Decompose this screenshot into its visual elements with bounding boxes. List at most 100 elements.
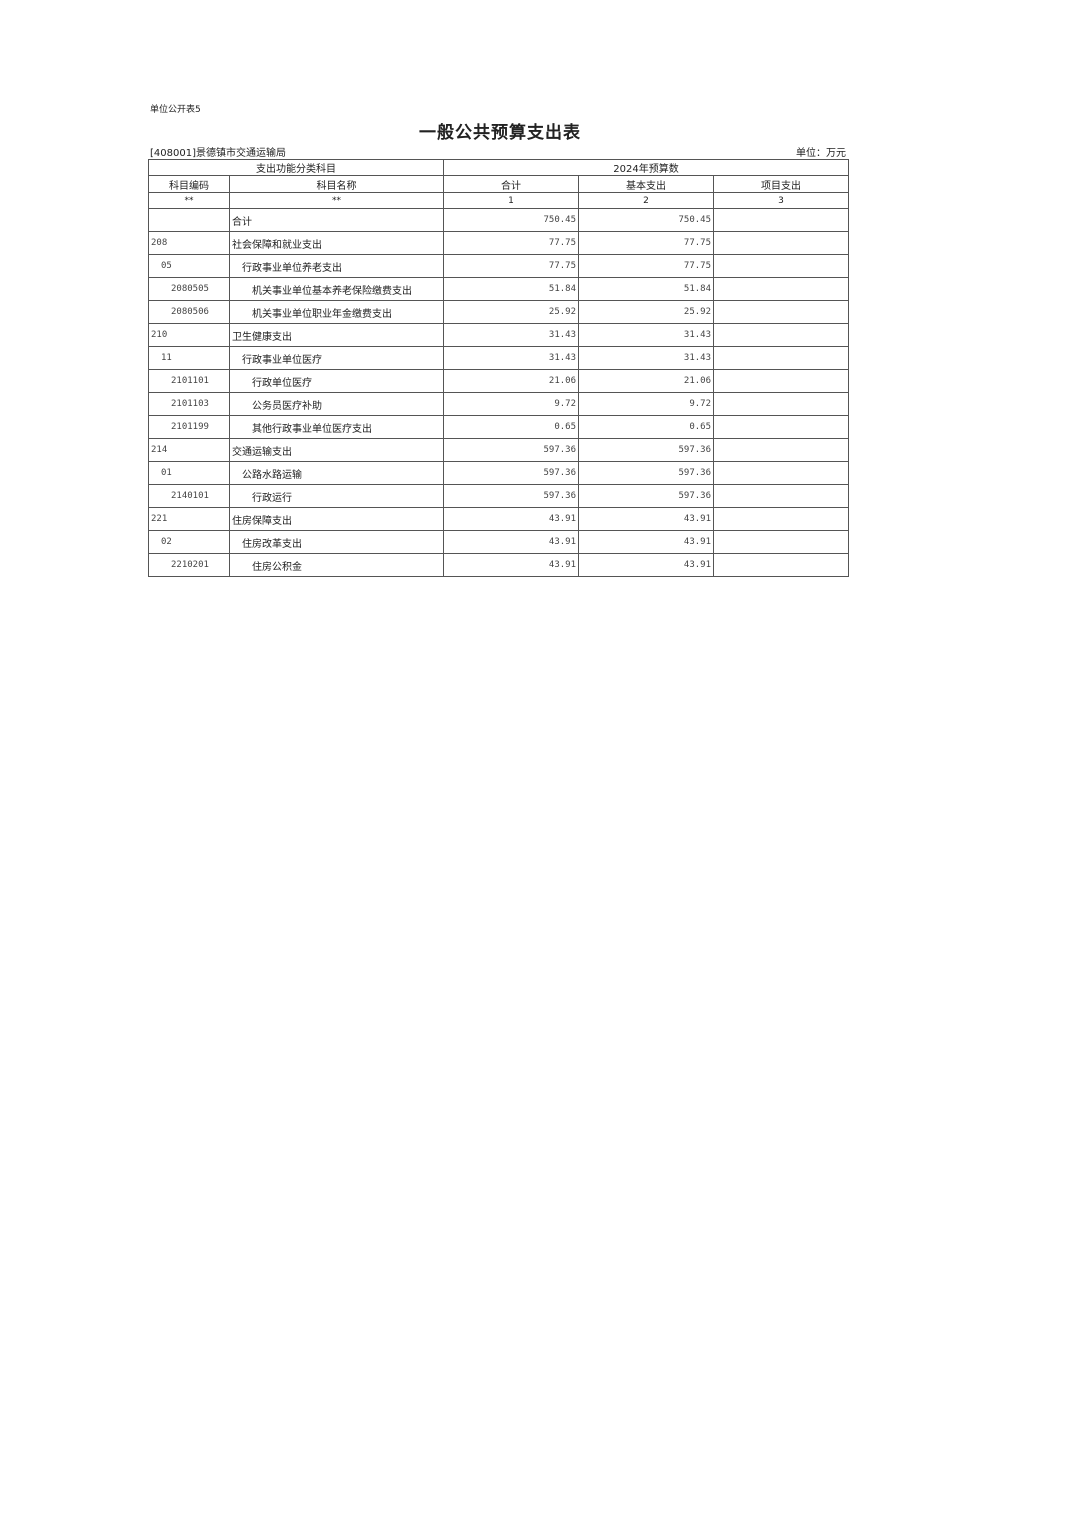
code-cell: 05 — [148, 254, 230, 278]
form-number: 单位公开表5 — [150, 105, 201, 115]
code-cell: 2140101 — [148, 484, 230, 508]
project-cell — [713, 392, 849, 416]
basic-cell: 31.43 — [578, 323, 714, 347]
project-cell — [713, 553, 849, 577]
project-cell — [713, 484, 849, 508]
project-cell — [713, 323, 849, 347]
name-cell: 合计 — [229, 208, 444, 232]
total-cell: 9.72 — [443, 392, 579, 416]
header-name-mark: ** — [229, 192, 444, 209]
basic-cell: 0.65 — [578, 415, 714, 439]
name-cell: 行政事业单位医疗 — [229, 346, 444, 370]
name-cell: 行政单位医疗 — [229, 369, 444, 393]
code-cell: 11 — [148, 346, 230, 370]
total-cell: 43.91 — [443, 507, 579, 531]
total-cell: 51.84 — [443, 277, 579, 301]
name-cell: 住房保障支出 — [229, 507, 444, 531]
basic-cell: 9.72 — [578, 392, 714, 416]
basic-cell: 31.43 — [578, 346, 714, 370]
total-cell: 43.91 — [443, 530, 579, 554]
table-row: 11 行政事业单位医疗 31.43 31.43 — [148, 346, 849, 370]
header-total-index: 1 — [443, 192, 579, 209]
name-cell: 公务员医疗补助 — [229, 392, 444, 416]
basic-cell: 597.36 — [578, 484, 714, 508]
header-row-group: 支出功能分类科目 2024年预算数 — [148, 159, 849, 176]
basic-cell: 43.91 — [578, 507, 714, 531]
table-row: 2080505 机关事业单位基本养老保险缴费支出 51.84 51.84 — [148, 277, 849, 301]
code-cell — [148, 208, 230, 232]
code-cell: 2101199 — [148, 415, 230, 439]
header-code: 科目编码 — [148, 175, 230, 193]
project-cell — [713, 438, 849, 462]
name-cell: 行政运行 — [229, 484, 444, 508]
total-cell: 597.36 — [443, 484, 579, 508]
project-cell — [713, 254, 849, 278]
basic-cell: 77.75 — [578, 254, 714, 278]
header-code-mark: ** — [148, 192, 230, 209]
header-group-right: 2024年预算数 — [443, 159, 849, 176]
table-row: 221 住房保障支出 43.91 43.91 — [148, 507, 849, 531]
total-cell: 21.06 — [443, 369, 579, 393]
header-basic: 基本支出 — [578, 175, 714, 193]
table-row: 05 行政事业单位养老支出 77.75 77.75 — [148, 254, 849, 278]
code-cell: 2101101 — [148, 369, 230, 393]
header-row-columns: 科目编码 科目名称 合计 基本支出 项目支出 — [148, 175, 849, 193]
table-row: 2101101 行政单位医疗 21.06 21.06 — [148, 369, 849, 393]
code-cell: 208 — [148, 231, 230, 255]
code-cell: 02 — [148, 530, 230, 554]
header-total: 合计 — [443, 175, 579, 193]
project-cell — [713, 507, 849, 531]
table-row: 02 住房改革支出 43.91 43.91 — [148, 530, 849, 554]
basic-cell: 43.91 — [578, 553, 714, 577]
name-cell: 住房改革支出 — [229, 530, 444, 554]
project-cell — [713, 461, 849, 485]
project-cell — [713, 346, 849, 370]
total-cell: 597.36 — [443, 438, 579, 462]
project-cell — [713, 530, 849, 554]
basic-cell: 597.36 — [578, 461, 714, 485]
table-row: 214 交通运输支出 597.36 597.36 — [148, 438, 849, 462]
table-row: 2101103 公务员医疗补助 9.72 9.72 — [148, 392, 849, 416]
header-group-left: 支出功能分类科目 — [148, 159, 444, 176]
header-project-index: 3 — [713, 192, 849, 209]
project-cell — [713, 415, 849, 439]
project-cell — [713, 208, 849, 232]
table-row: 合计 750.45 750.45 — [148, 208, 849, 232]
name-cell: 其他行政事业单位医疗支出 — [229, 415, 444, 439]
basic-cell: 750.45 — [578, 208, 714, 232]
total-cell: 43.91 — [443, 553, 579, 577]
code-cell: 221 — [148, 507, 230, 531]
code-cell: 214 — [148, 438, 230, 462]
total-cell: 77.75 — [443, 231, 579, 255]
unit-name: [408001]景德镇市交通运输局 — [150, 148, 286, 159]
table-row: 210 卫生健康支出 31.43 31.43 — [148, 323, 849, 347]
name-cell: 交通运输支出 — [229, 438, 444, 462]
budget-table: 支出功能分类科目 2024年预算数 科目编码 科目名称 合计 基本支出 项目支出… — [148, 159, 849, 577]
name-cell: 卫生健康支出 — [229, 323, 444, 347]
total-cell: 597.36 — [443, 461, 579, 485]
total-cell: 0.65 — [443, 415, 579, 439]
project-cell — [713, 300, 849, 324]
total-cell: 77.75 — [443, 254, 579, 278]
table-row: 2210201 住房公积金 43.91 43.91 — [148, 553, 849, 577]
table-row: 2080506 机关事业单位职业年金缴费支出 25.92 25.92 — [148, 300, 849, 324]
header-row-index: ** ** 1 2 3 — [148, 192, 849, 209]
name-cell: 行政事业单位养老支出 — [229, 254, 444, 278]
basic-cell: 597.36 — [578, 438, 714, 462]
code-cell: 2101103 — [148, 392, 230, 416]
name-cell: 社会保障和就业支出 — [229, 231, 444, 255]
total-cell: 750.45 — [443, 208, 579, 232]
currency-unit: 单位：万元 — [796, 148, 846, 159]
name-cell: 住房公积金 — [229, 553, 444, 577]
basic-cell: 21.06 — [578, 369, 714, 393]
basic-cell: 77.75 — [578, 231, 714, 255]
code-cell: 2080506 — [148, 300, 230, 324]
header-name: 科目名称 — [229, 175, 444, 193]
header-project: 项目支出 — [713, 175, 849, 193]
table-row: 01 公路水路运输 597.36 597.36 — [148, 461, 849, 485]
total-cell: 31.43 — [443, 323, 579, 347]
project-cell — [713, 231, 849, 255]
basic-cell: 43.91 — [578, 530, 714, 554]
project-cell — [713, 369, 849, 393]
header-basic-index: 2 — [578, 192, 714, 209]
